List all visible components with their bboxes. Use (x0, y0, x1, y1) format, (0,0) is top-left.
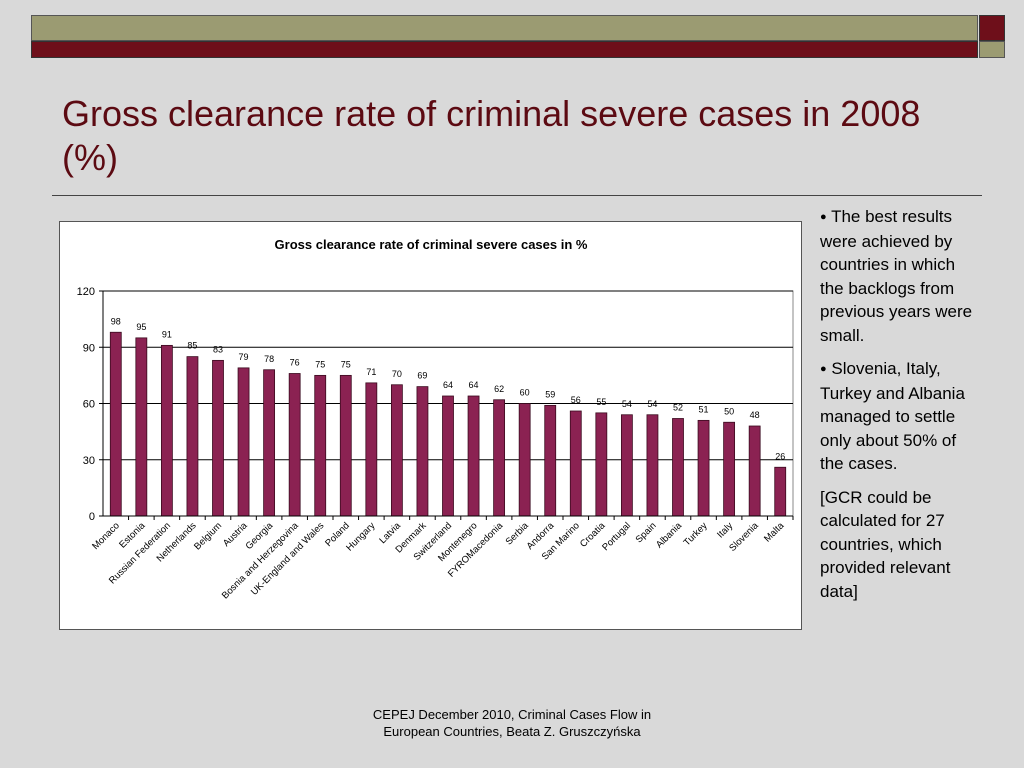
bar (186, 356, 199, 517)
bar (569, 410, 582, 517)
data-label: 69 (417, 371, 427, 381)
bar (314, 374, 327, 517)
x-tick-label: Italy (715, 520, 735, 540)
bullet-text: The best results were achieved by countr… (820, 207, 973, 345)
chart-title: Gross clearance rate of criminal severe … (275, 237, 588, 252)
bar (672, 418, 684, 517)
footer-line: European Countries, Beata Z. Gruszczyńsk… (383, 724, 641, 739)
slide-title: Gross clearance rate of criminal severe … (62, 93, 921, 178)
bullet-item: ● The best results were achieved by coun… (820, 205, 980, 347)
header-band-maroon (31, 41, 978, 58)
data-label: 50 (724, 406, 734, 416)
data-label: 75 (315, 359, 325, 369)
data-label: 26 (775, 451, 785, 461)
bar (365, 382, 378, 517)
x-tick-label: Monaco (90, 520, 122, 552)
data-label: 54 (622, 399, 632, 409)
bar (646, 414, 659, 517)
x-tick-label: Turkey (682, 520, 710, 548)
bar (774, 466, 787, 517)
data-label: 64 (469, 380, 479, 390)
data-label: 56 (571, 395, 581, 405)
data-label: 48 (750, 410, 760, 420)
y-tick-label: 60 (83, 399, 95, 411)
bar (723, 421, 736, 517)
x-tick-label: Slovenia (727, 520, 761, 554)
bar-chart: Gross clearance rate of criminal severe … (59, 221, 802, 630)
y-tick-label: 30 (83, 455, 95, 467)
corner-square-maroon (979, 15, 1005, 41)
bar (237, 367, 250, 517)
y-tick-label: 0 (89, 511, 95, 523)
data-label: 52 (673, 403, 683, 413)
data-label: 98 (111, 316, 121, 326)
bullet-list: ● The best results were achieved by coun… (820, 205, 980, 613)
data-label: 76 (290, 358, 300, 368)
data-label: 54 (647, 399, 657, 409)
corner-square-olive (979, 41, 1005, 58)
data-label: 59 (545, 389, 555, 399)
y-tick-label: 90 (83, 342, 95, 354)
x-tick-label: Malta (762, 520, 787, 545)
data-label: 64 (443, 380, 453, 390)
x-tick-label: Belgium (192, 520, 224, 552)
y-tick-label: 120 (77, 286, 95, 298)
bar (467, 395, 480, 517)
data-label: 70 (392, 369, 402, 379)
data-label: 51 (699, 404, 709, 414)
bar (263, 369, 276, 517)
bars: 98 95 91 85 83 79 78 76 75 75 71 70 69 64 64 62 60 59 56 55… (109, 316, 787, 517)
bar (620, 414, 633, 517)
x-tick-label: Albania (654, 520, 685, 551)
bar (697, 419, 710, 517)
data-label: 62 (494, 384, 504, 394)
bullet-item: ● Slovenia, Italy, Turkey and Albania ma… (820, 357, 980, 476)
data-label: 91 (162, 329, 172, 339)
bar (595, 412, 608, 517)
title-divider (52, 195, 982, 196)
bar (544, 404, 557, 517)
data-label: 71 (366, 367, 376, 377)
bullet-text: Slovenia, Italy, Turkey and Albania mana… (820, 359, 965, 473)
bar (493, 399, 506, 517)
bullet-dot: ● (820, 211, 827, 223)
bar (288, 373, 301, 517)
bar (518, 403, 531, 517)
footer-citation: CEPEJ December 2010, Criminal Cases Flow… (312, 706, 712, 740)
data-label: 75 (341, 359, 351, 369)
bar (442, 395, 454, 517)
bar (135, 337, 148, 517)
data-label: 60 (520, 388, 530, 398)
footer-line: CEPEJ December 2010, Criminal Cases Flow… (372, 707, 652, 722)
data-label: 78 (264, 354, 274, 364)
chart-canvas: Gross clearance rate of criminal severe … (77, 237, 794, 601)
data-label: 85 (187, 341, 197, 351)
bar (160, 344, 173, 517)
bar (109, 331, 122, 517)
data-label: 83 (213, 344, 223, 354)
x-tick-label: Hungary (344, 520, 377, 553)
bullet-dot: ● (820, 363, 827, 375)
x-tick-label: Portugal (600, 520, 633, 553)
bar (748, 425, 761, 517)
bar (212, 359, 224, 517)
header-band-olive (31, 15, 978, 41)
data-label: 79 (239, 352, 249, 362)
data-label: 95 (136, 322, 146, 332)
bar (390, 384, 403, 517)
bar (416, 386, 429, 517)
data-label: 55 (596, 397, 606, 407)
bar (339, 374, 352, 517)
bullet-note: [GCR could be calculated for 27 countrie… (820, 487, 951, 601)
